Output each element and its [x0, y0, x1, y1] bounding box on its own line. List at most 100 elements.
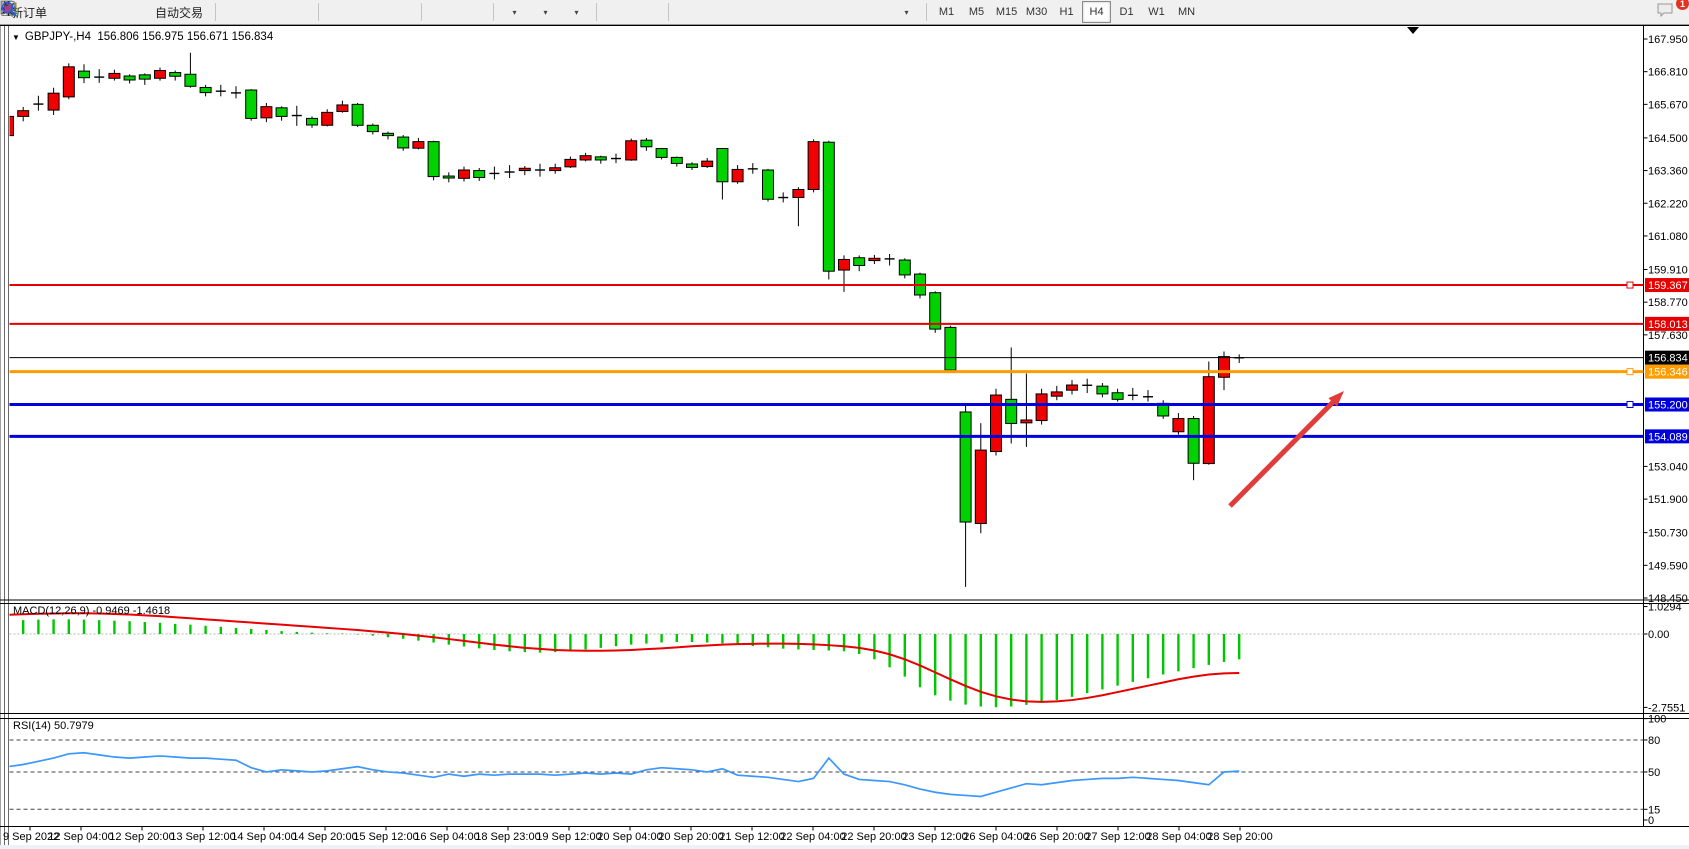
svg-text:158.770: 158.770 [1648, 297, 1688, 309]
tf-w1-button[interactable]: W1 [1148, 6, 1165, 18]
svg-text:0.00: 0.00 [1648, 629, 1669, 641]
svg-text:153.040: 153.040 [1648, 461, 1688, 473]
svg-text:13 Sep 12:00: 13 Sep 12:00 [170, 831, 235, 843]
svg-text:0: 0 [1648, 815, 1654, 827]
svg-text:22 Sep 04:00: 22 Sep 04:00 [780, 831, 845, 843]
price-label-154.089: 154.089 [1645, 429, 1689, 444]
svg-text:158.013: 158.013 [1648, 319, 1688, 331]
svg-text:163.360: 163.360 [1648, 166, 1688, 178]
svg-text:12 Sep 04:00: 12 Sep 04:00 [48, 831, 113, 843]
svg-text:1.0294: 1.0294 [1648, 602, 1682, 614]
macd-pane[interactable] [8, 612, 1644, 708]
toolbar-separator [926, 3, 928, 21]
tf-m5-button[interactable]: M5 [968, 6, 985, 18]
svg-text:22 Sep 20:00: 22 Sep 20:00 [841, 831, 906, 843]
macd-indicator-label: MACD(12,26,9) -0.9469 -1.4618 [13, 605, 171, 617]
svg-text:14 Sep 20:00: 14 Sep 20:00 [292, 831, 357, 843]
toolbar-separator [668, 3, 670, 21]
svg-text:157.630: 157.630 [1648, 330, 1688, 342]
hline-155.200[interactable] [9, 401, 1644, 409]
svg-text:14 Sep 04:00: 14 Sep 04:00 [231, 831, 296, 843]
svg-text:100: 100 [1648, 714, 1666, 726]
tf-d1-button[interactable]: D1 [1119, 6, 1134, 18]
tf-m1-button[interactable]: M1 [938, 6, 955, 18]
svg-text:28 Sep 20:00: 28 Sep 20:00 [1207, 831, 1272, 843]
chat-button[interactable]: 1 [1655, 0, 1689, 24]
price-label-156.834: 156.834 [1645, 350, 1689, 365]
price-pane[interactable] [3, 52, 1644, 587]
price-label-156.346: 156.346 [1645, 364, 1689, 379]
search-icon [1, 1, 17, 17]
svg-text:80: 80 [1648, 735, 1660, 747]
svg-text:26 Sep 20:00: 26 Sep 20:00 [1024, 831, 1089, 843]
svg-text:19 Sep 12:00: 19 Sep 12:00 [536, 831, 601, 843]
svg-text:9 Sep 2022: 9 Sep 2022 [3, 831, 59, 843]
svg-text:156.346: 156.346 [1648, 367, 1688, 379]
rsi-pane[interactable] [8, 739, 1644, 810]
svg-text:149.590: 149.590 [1648, 560, 1688, 572]
candlesticks [9, 52, 1245, 587]
svg-text:156.834: 156.834 [1648, 353, 1688, 365]
chart-title: ▼ GBPJPY-,H4 156.806 156.975 156.671 156… [12, 31, 273, 43]
svg-text:155.200: 155.200 [1648, 400, 1688, 412]
price-label-155.200: 155.200 [1645, 397, 1689, 412]
rsi-axis: 100 80 50 150 [1643, 714, 1666, 827]
price-axis: 167.950 166.810 165.670 164.500 163.360 162.2… [1643, 34, 1689, 605]
svg-text:159.910: 159.910 [1648, 264, 1688, 276]
svg-text:148.450: 148.450 [1648, 593, 1688, 605]
toolbar: 新订单 自动交易 [0, 0, 1689, 25]
toolbar-separator [596, 3, 598, 21]
svg-text:162.220: 162.220 [1648, 198, 1688, 210]
svg-text:154.089: 154.089 [1648, 431, 1688, 443]
svg-text:150.730: 150.730 [1648, 528, 1688, 540]
chat-badge: 1 [1676, 0, 1689, 10]
price-label-158.013: 158.013 [1645, 316, 1689, 331]
svg-text:26 Sep 04:00: 26 Sep 04:00 [963, 831, 1028, 843]
toolbar-separator [318, 3, 320, 21]
tf-m15-button[interactable]: M15 [995, 6, 1018, 18]
svg-text:18 Sep 23:00: 18 Sep 23:00 [475, 831, 540, 843]
svg-text:15: 15 [1648, 804, 1660, 816]
svg-text:16 Sep 04:00: 16 Sep 04:00 [414, 831, 479, 843]
svg-text:166.810: 166.810 [1648, 67, 1688, 79]
autotrading-label: 自动交易 [155, 5, 204, 20]
arrows-button[interactable]: ▾ [4, 0, 921, 24]
svg-text:15 Sep 12:00: 15 Sep 12:00 [353, 831, 418, 843]
price-label-159.367: 159.367 [1645, 278, 1689, 293]
rsi-indicator-label: RSI(14) 50.7979 [13, 720, 94, 732]
hline-159.367[interactable] [9, 281, 1644, 289]
svg-text:165.670: 165.670 [1648, 99, 1688, 111]
trend-arrow[interactable] [1228, 391, 1344, 508]
svg-text:159.367: 159.367 [1648, 280, 1688, 292]
search-button[interactable] [1, 0, 1655, 24]
svg-text:28 Sep 04:00: 28 Sep 04:00 [1146, 831, 1211, 843]
svg-text:12 Sep 20:00: 12 Sep 20:00 [109, 831, 174, 843]
svg-text:50: 50 [1648, 767, 1660, 779]
window-menu-icon[interactable]: ▼ [12, 32, 20, 42]
tf-h4-button[interactable]: H4 [1082, 1, 1112, 23]
chat-bubble-icon [1657, 3, 1673, 18]
svg-text:151.900: 151.900 [1648, 494, 1688, 506]
toolbar-separator [421, 3, 423, 21]
svg-text:23 Sep 12:00: 23 Sep 12:00 [902, 831, 967, 843]
hline-156.346[interactable] [9, 368, 1644, 376]
chart-shift-marker[interactable] [1407, 27, 1419, 34]
svg-text:27 Sep 12:00: 27 Sep 12:00 [1085, 831, 1150, 843]
toolbar-separator [493, 3, 495, 21]
tf-h1-button[interactable]: H1 [1059, 6, 1074, 18]
svg-text:20 Sep 04:00: 20 Sep 04:00 [597, 831, 662, 843]
svg-text:161.080: 161.080 [1648, 231, 1688, 243]
svg-text:167.950: 167.950 [1648, 34, 1688, 46]
new-order-label: 新订单 [11, 5, 48, 20]
tf-mn-button[interactable]: MN [1177, 6, 1196, 18]
svg-text:-2.7551: -2.7551 [1648, 702, 1685, 714]
macd-axis: 1.0294 0.00 -2.7551 [1643, 602, 1685, 714]
symbol-quote-text: GBPJPY-,H4 156.806 156.975 156.671 156.8… [24, 31, 274, 43]
tf-m30-button[interactable]: M30 [1025, 6, 1048, 18]
svg-text:21 Sep 12:00: 21 Sep 12:00 [719, 831, 784, 843]
svg-text:164.500: 164.500 [1648, 133, 1688, 145]
toolbar-separator [215, 3, 217, 21]
